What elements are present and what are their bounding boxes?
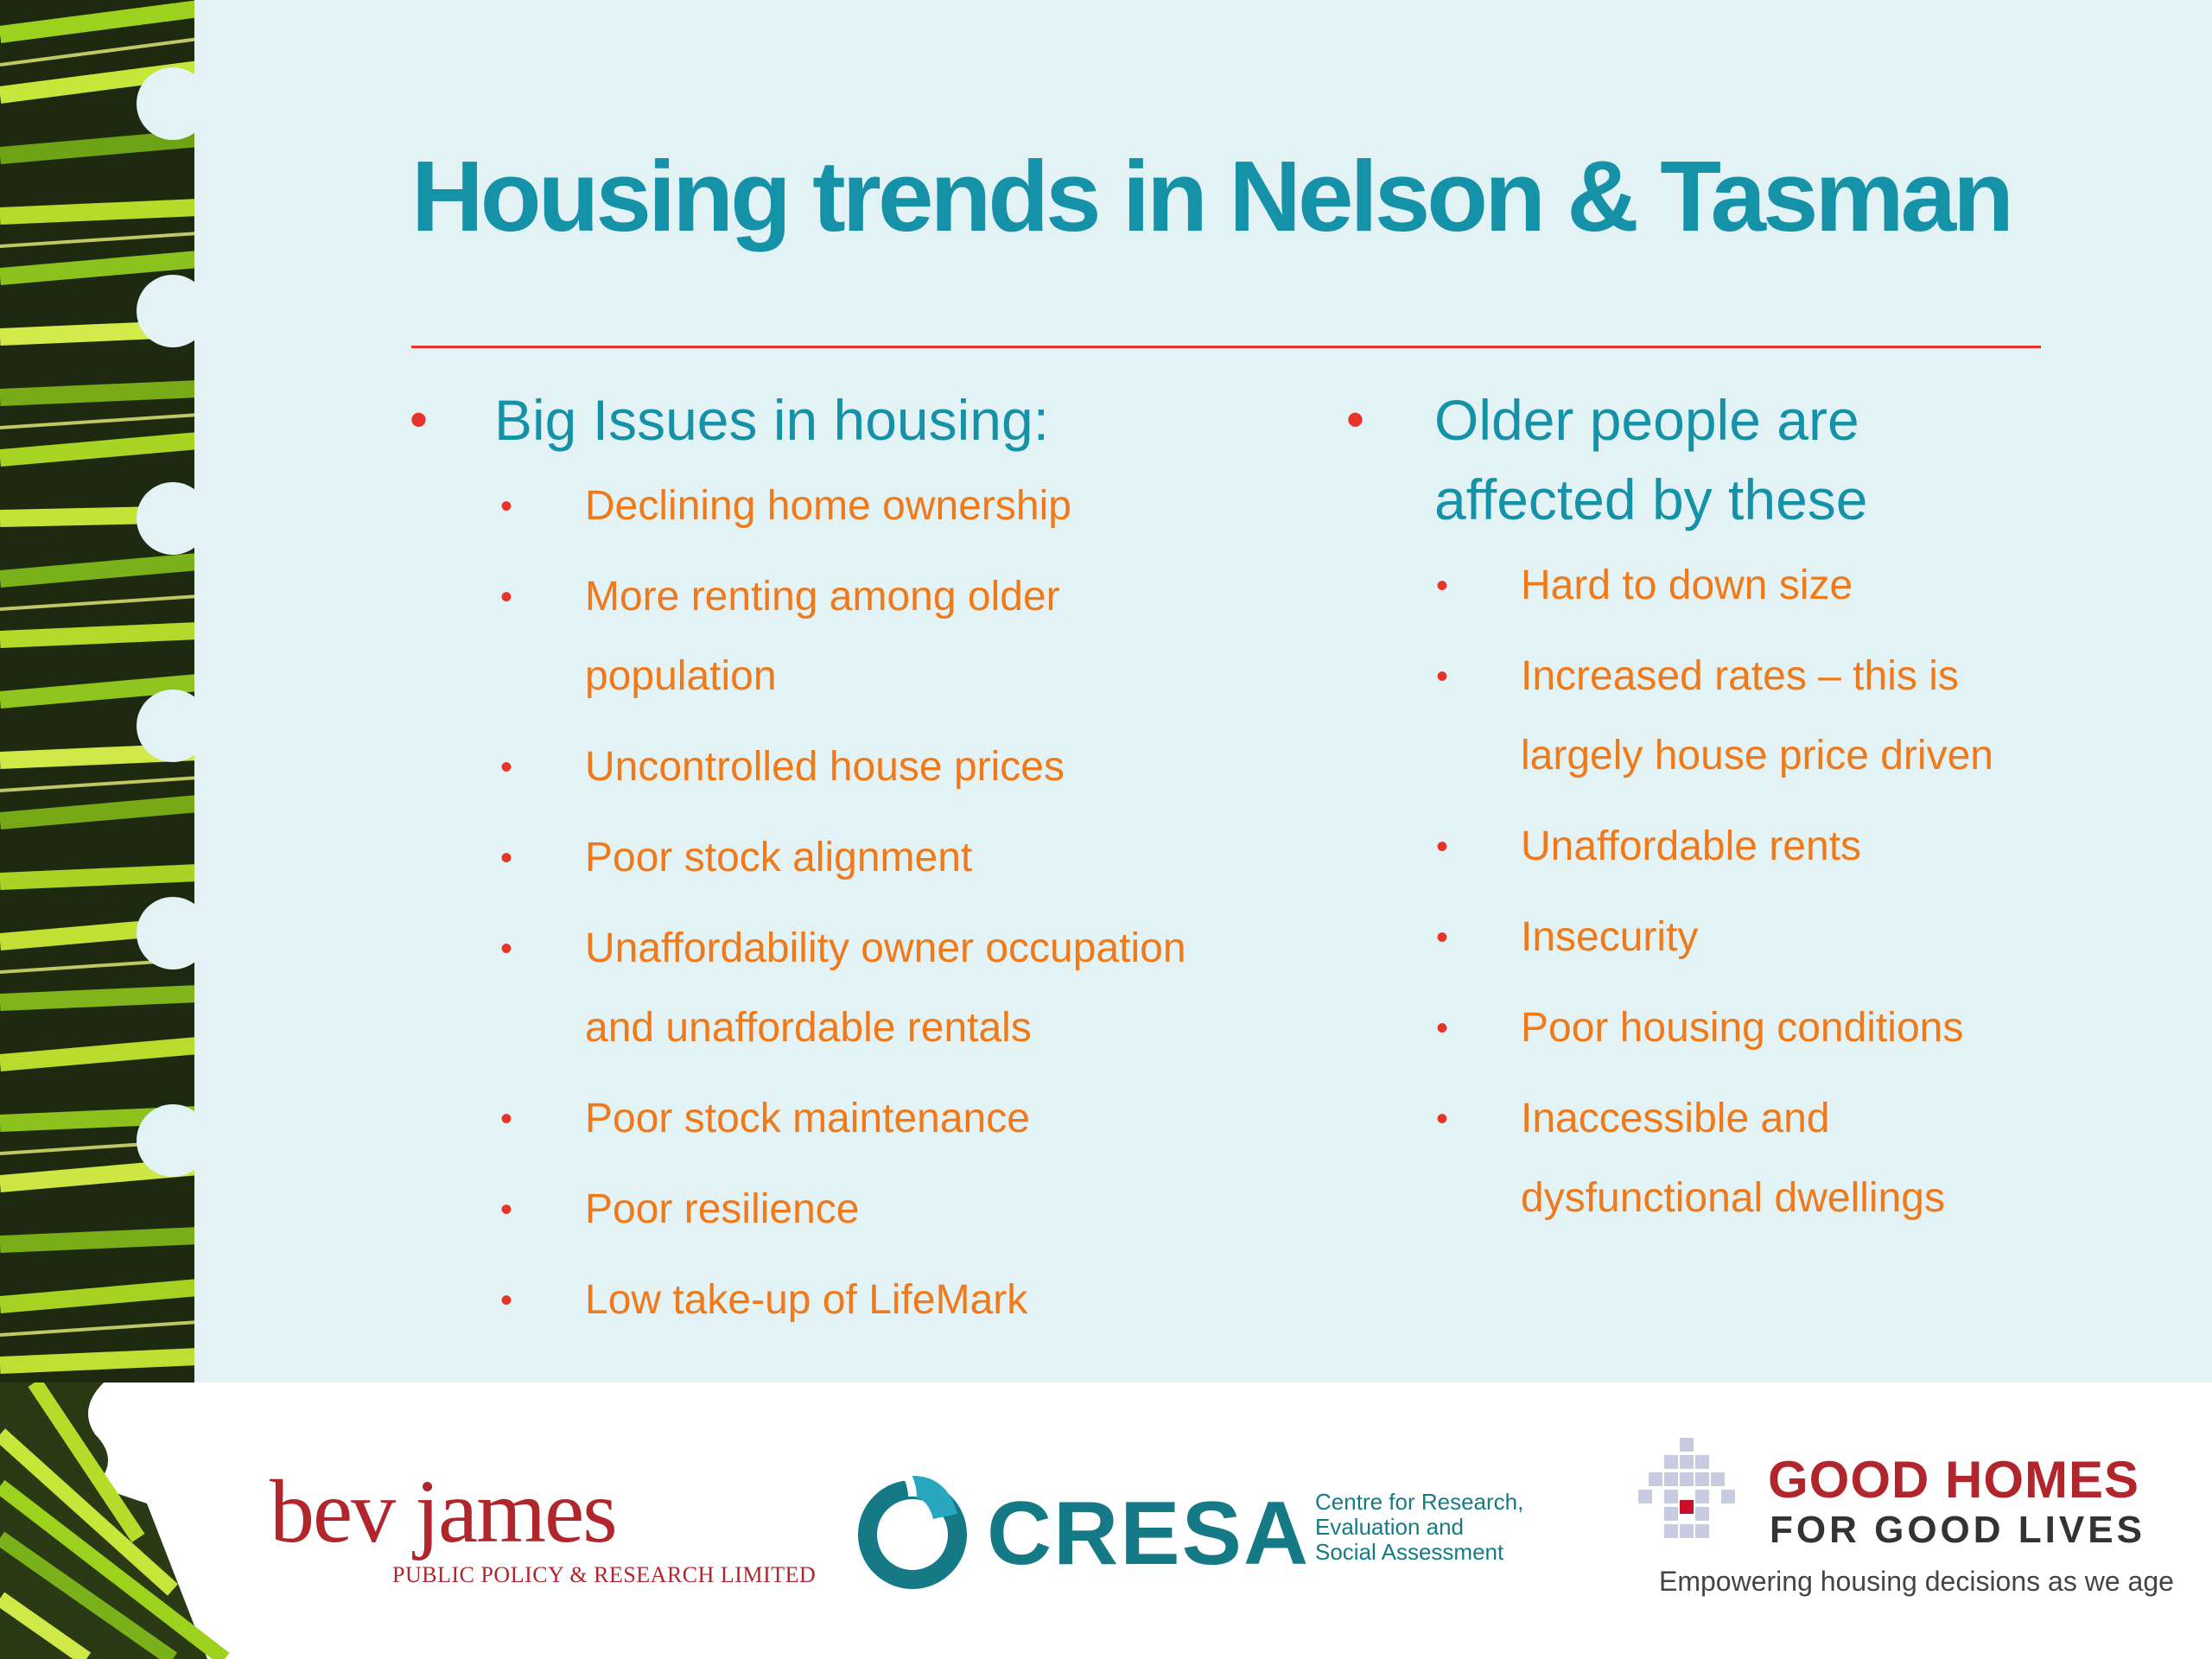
list-item: • Poor stock maintenance — [408, 1079, 1272, 1159]
list-item: • Declining home ownership — [408, 467, 1272, 546]
bullet-icon: • — [500, 487, 513, 525]
list-item-text: dysfunctional dwellings — [1521, 1175, 1945, 1221]
list-item-text: Hard to down size — [1521, 563, 1853, 608]
decorative-leaf-strip — [0, 0, 199, 1469]
footer-band — [0, 1382, 2212, 1659]
list-item-text: population — [585, 653, 777, 699]
bullet-icon: • — [1436, 567, 1449, 605]
bullet-icon: • — [1346, 391, 1365, 448]
bullet-icon: • — [500, 930, 513, 968]
list-item: • Inaccessible and dysfunctional dwellin… — [1344, 1079, 2088, 1238]
list-item-text: Poor resilience — [585, 1186, 860, 1232]
bullet-icon: • — [500, 748, 513, 786]
list-item-text: Inaccessible and — [1521, 1096, 1830, 1141]
list-item: • Increased rates – this is largely hous… — [1344, 637, 2088, 796]
list-item-text: Poor stock alignment — [585, 835, 973, 880]
list-item-text: Poor stock maintenance — [585, 1096, 1030, 1141]
list-item-text: Low take-up of LifeMark — [585, 1277, 1028, 1323]
list-item: • Unaffordability owner occupation and u… — [408, 909, 1272, 1068]
bev-james-logo: bev james PUBLIC POLICY & RESEARCH LIMIT… — [270, 1460, 816, 1599]
cresa-tagline-line: Centre for Research, — [1315, 1489, 1524, 1515]
list-item-text: Increased rates – this is — [1521, 653, 1959, 699]
bullet-icon: • — [500, 1281, 513, 1319]
list-item: • Low take-up of LifeMark — [408, 1261, 1272, 1340]
list-item: • Poor resilience — [408, 1170, 1272, 1249]
cresa-name: CRESA — [987, 1484, 1311, 1584]
bullet-icon: • — [1436, 918, 1449, 957]
bullet-icon: • — [500, 1100, 513, 1138]
decorative-puzzle-piece — [0, 1382, 230, 1659]
bev-james-subtitle: PUBLIC POLICY & RESEARCH LIMITED — [392, 1562, 817, 1587]
bullet-icon: • — [1436, 658, 1449, 696]
list-item: • Poor stock alignment — [408, 818, 1272, 898]
bullet-icon: • — [1436, 1100, 1449, 1138]
list-item-text: Unaffordable rents — [1521, 823, 1862, 869]
left-sub-list: • Declining home ownership • More rentin… — [408, 467, 1272, 1340]
list-item: • Poor housing conditions — [1344, 988, 2088, 1068]
right-heading-line: affected by these — [1434, 467, 1868, 531]
list-item-text: Uncontrolled house prices — [585, 744, 1065, 790]
list-item: • Insecurity — [1344, 898, 2088, 977]
bullet-icon: • — [500, 578, 513, 616]
right-sub-list: • Hard to down size • Increased rates – … — [1344, 546, 2088, 1238]
list-item: • Hard to down size — [1344, 546, 2088, 626]
bullet-icon: • — [410, 391, 429, 448]
cresa-logo: CRESA Centre for Research, Evaluation an… — [850, 1459, 1541, 1605]
bullet-icon: • — [500, 839, 513, 877]
bullet-icon: • — [500, 1191, 513, 1229]
list-item-text: Declining home ownership — [585, 483, 1071, 529]
good-homes-grid-icon — [1638, 1438, 1735, 1538]
good-homes-line2: FOR GOOD LIVES — [1770, 1509, 2145, 1551]
slide-title: Housing trends in Nelson & Tasman — [411, 140, 2014, 252]
good-homes-tagline: Empowering housing decisions as we age — [1659, 1566, 2174, 1597]
list-item-text: and unaffordable rentals — [585, 1005, 1032, 1051]
left-main-item: • Big Issues in housing: — [408, 380, 1272, 460]
list-item-text: Insecurity — [1521, 914, 1699, 960]
bev-james-name: bev james — [270, 1462, 618, 1561]
right-column: • Older people are affected by these • H… — [1344, 380, 2088, 1249]
left-heading: Big Issues in housing: — [494, 388, 1050, 452]
list-item-text: Unaffordability owner occupation — [585, 925, 1186, 971]
good-homes-line1: GOOD HOMES — [1768, 1451, 2140, 1509]
list-item: • Uncontrolled house prices — [408, 728, 1272, 807]
list-item-text: Poor housing conditions — [1521, 1005, 1964, 1051]
title-divider — [411, 346, 2041, 348]
bullet-icon: • — [1436, 828, 1449, 866]
list-item: • Unaffordable rents — [1344, 807, 2088, 887]
cresa-ring-icon — [858, 1463, 967, 1589]
cresa-tagline-line: Evaluation and — [1315, 1514, 1465, 1540]
right-heading-line: Older people are — [1434, 388, 1859, 452]
list-item-text: largely house price driven — [1521, 733, 1993, 779]
right-main-item: • Older people are affected by these — [1344, 380, 2088, 539]
list-item: • More renting among older population — [408, 557, 1272, 716]
cresa-tagline-line: Social Assessment — [1315, 1539, 1504, 1565]
left-column: • Big Issues in housing: • Declining hom… — [408, 380, 1272, 1351]
bullet-icon: • — [1436, 1009, 1449, 1047]
good-homes-logo: GOOD HOMES FOR GOOD LIVES Empowering hou… — [1638, 1434, 2174, 1607]
list-item-text: More renting among older — [585, 574, 1060, 620]
cresa-tagline: Centre for Research, Evaluation and Soci… — [1315, 1490, 1523, 1565]
